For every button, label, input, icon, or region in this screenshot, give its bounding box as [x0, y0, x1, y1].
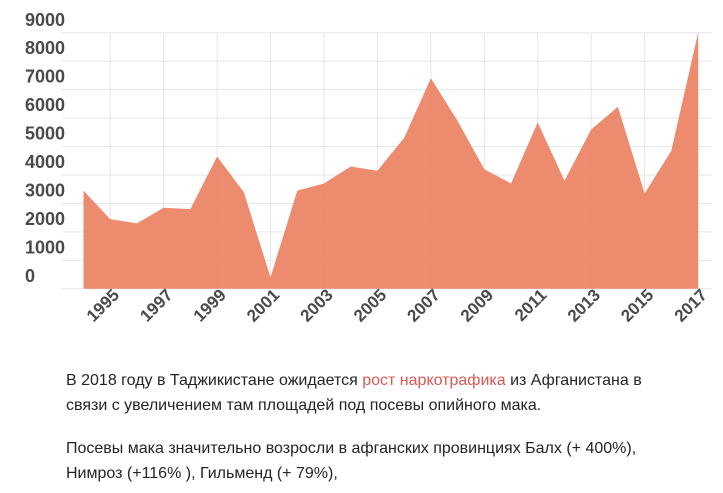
- paragraph-1: В 2018 году в Таджикистане ожидается рос…: [66, 368, 649, 418]
- svg-text:2007: 2007: [404, 285, 444, 325]
- drug-traffic-growth-link[interactable]: рост наркотрафика: [362, 372, 506, 389]
- svg-text:5000: 5000: [25, 124, 65, 144]
- svg-text:2009: 2009: [457, 285, 497, 325]
- svg-text:3000: 3000: [25, 181, 65, 201]
- article-text: В 2018 году в Таджикистане ожидается рос…: [66, 368, 649, 486]
- para1-text-after: из Афганистана в связи с увеличением там…: [66, 372, 642, 414]
- paragraph-2: Посевы мака значительно возросли в афган…: [66, 440, 637, 482]
- svg-text:2003: 2003: [297, 285, 337, 325]
- svg-text:2013: 2013: [564, 285, 604, 325]
- svg-text:2005: 2005: [350, 285, 390, 325]
- svg-text:8000: 8000: [25, 38, 65, 58]
- svg-text:1999: 1999: [190, 285, 230, 325]
- svg-text:1997: 1997: [136, 285, 176, 325]
- svg-text:1995: 1995: [83, 285, 123, 325]
- svg-text:2017: 2017: [671, 285, 711, 325]
- svg-text:2015: 2015: [617, 285, 657, 325]
- svg-text:7000: 7000: [25, 67, 65, 87]
- svg-text:2000: 2000: [25, 209, 65, 229]
- svg-text:9000: 9000: [25, 10, 65, 30]
- svg-text:1000: 1000: [25, 237, 65, 257]
- chart-area-series: [83, 32, 699, 289]
- area-chart: 0 1000 2000 3000 4000 5000 6000 7000 8000 9000 199…: [25, 10, 712, 326]
- svg-text:4000: 4000: [25, 152, 65, 172]
- para1-text-before: В 2018 году в Таджикистане ожидается: [66, 372, 363, 389]
- svg-text:0: 0: [25, 266, 35, 286]
- svg-text:6000: 6000: [25, 95, 65, 115]
- svg-text:2011: 2011: [511, 285, 551, 325]
- svg-text:2001: 2001: [243, 285, 283, 325]
